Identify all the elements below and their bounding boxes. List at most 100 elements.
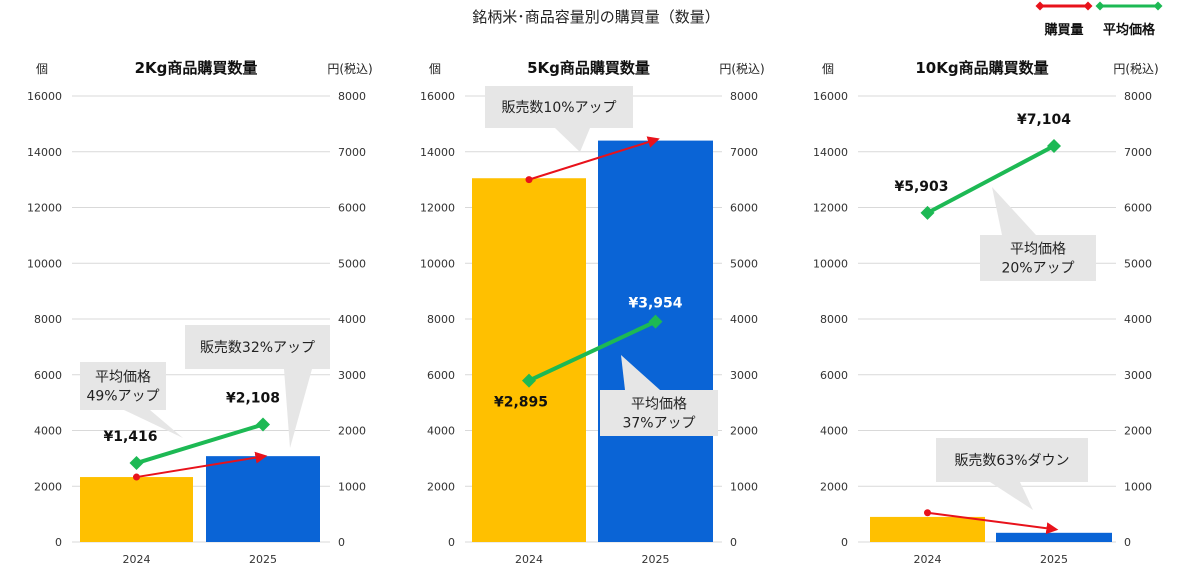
- callout-tail: [284, 369, 312, 448]
- callout-tail: [555, 128, 590, 152]
- y2-tick-label: 4000: [1124, 313, 1152, 326]
- y2-tick-label: 3000: [338, 369, 366, 382]
- y-tick-label: 12000: [420, 202, 455, 215]
- legend-marker-1-start: [1035, 1, 1045, 11]
- y-axis-unit: 個: [429, 62, 441, 76]
- callout-text: 販売数63%ダウン: [954, 453, 1069, 469]
- y2-tick-label: 6000: [338, 202, 366, 215]
- y2-tick-label: 8000: [338, 90, 366, 103]
- callout-text: 49%アップ: [86, 389, 159, 405]
- y-tick-label: 14000: [420, 146, 455, 159]
- y2-tick-label: 0: [1124, 536, 1131, 549]
- price-line: [528, 319, 657, 383]
- y-tick-label: 8000: [820, 313, 848, 326]
- y2-tick-label: 1000: [730, 480, 758, 493]
- y2-tick-label: 5000: [1124, 257, 1152, 270]
- price-point: [648, 314, 663, 329]
- y2-tick-label: 6000: [1124, 202, 1152, 215]
- callout-tail: [990, 482, 1033, 510]
- y2-tick-label: 5000: [338, 257, 366, 270]
- bar-2025: [996, 532, 1112, 542]
- y-tick-label: 0: [448, 536, 455, 549]
- x-tick-label: 2024: [123, 553, 151, 566]
- legend-marker-2-start: [1095, 1, 1105, 11]
- callout-text: 20%アップ: [1001, 261, 1074, 277]
- y-tick-label: 0: [55, 536, 62, 549]
- y-tick-label: 4000: [34, 425, 62, 438]
- y2-tick-label: 8000: [730, 90, 758, 103]
- callout: 販売数63%ダウン: [936, 438, 1088, 510]
- bar-2024: [472, 178, 586, 542]
- y-tick-label: 0: [841, 536, 848, 549]
- callout-box: [185, 325, 330, 369]
- legend-label-2: 平均価格: [1103, 22, 1156, 38]
- y-tick-label: 6000: [427, 369, 455, 382]
- panel-title: 10Kg商品購買数量: [915, 59, 1048, 77]
- price-point: [1047, 138, 1061, 153]
- x-tick-label: 2024: [914, 553, 942, 566]
- x-tick-label: 2024: [515, 553, 543, 566]
- callout-box: [980, 235, 1096, 281]
- y-tick-label: 8000: [34, 313, 62, 326]
- callout-text: 37%アップ: [622, 416, 695, 432]
- y-tick-label: 4000: [820, 425, 848, 438]
- callout-box: [600, 390, 718, 436]
- y2-axis-unit: 円(税込): [719, 62, 764, 76]
- y-tick-label: 16000: [27, 90, 62, 103]
- callout-tail: [124, 410, 183, 438]
- y-tick-label: 14000: [27, 146, 62, 159]
- y2-tick-label: 8000: [1124, 90, 1152, 103]
- price-point: [920, 205, 935, 220]
- x-tick-label: 2025: [1040, 553, 1068, 566]
- y-tick-label: 14000: [813, 146, 848, 159]
- price-label: ¥7,104: [1017, 112, 1071, 128]
- price-point: [522, 373, 536, 388]
- price-line: [135, 422, 264, 465]
- price-label: ¥5,903: [894, 179, 948, 195]
- legend-label-1: 購買量: [1043, 22, 1083, 38]
- y2-tick-label: 7000: [338, 146, 366, 159]
- callout-box: [485, 86, 633, 128]
- y-tick-label: 16000: [420, 90, 455, 103]
- y2-tick-label: 3000: [1124, 369, 1152, 382]
- y2-tick-label: 1000: [338, 480, 366, 493]
- price-label: ¥3,954: [628, 296, 682, 312]
- price-point: [256, 417, 270, 432]
- y2-tick-label: 2000: [1124, 425, 1152, 438]
- callout-box: [80, 362, 166, 410]
- y2-tick-label: 1000: [1124, 480, 1152, 493]
- y-axis-unit: 個: [36, 62, 48, 76]
- bar-2025: [206, 456, 320, 542]
- callout: 平均価格 37%アップ: [600, 355, 718, 436]
- callout: 販売数10%アップ: [485, 86, 633, 152]
- y-tick-label: 6000: [820, 369, 848, 382]
- y2-tick-label: 4000: [338, 313, 366, 326]
- price-point: [129, 456, 144, 471]
- panel-title: 2Kg商品購買数量: [135, 59, 258, 77]
- y-tick-label: 8000: [427, 313, 455, 326]
- y2-axis-unit: 円(税込): [1113, 62, 1158, 76]
- callout-tail: [992, 187, 1036, 235]
- panel-title: 5Kg商品購買数量: [527, 59, 650, 77]
- volume-line: [528, 136, 660, 181]
- callout-text: 販売数10%アップ: [501, 100, 616, 116]
- y-tick-label: 2000: [34, 480, 62, 493]
- y2-tick-label: 0: [338, 536, 345, 549]
- volume-point: [133, 473, 140, 481]
- volume-line: [136, 451, 268, 479]
- y-tick-label: 10000: [813, 257, 848, 270]
- y2-tick-label: 3000: [730, 369, 758, 382]
- y-tick-label: 16000: [813, 90, 848, 103]
- price-line: [926, 144, 1055, 215]
- y-tick-label: 4000: [427, 425, 455, 438]
- y2-tick-label: 2000: [730, 425, 758, 438]
- y2-axis-unit: 円(税込): [327, 62, 372, 76]
- callout-tail: [621, 355, 660, 390]
- callout: 販売数32%アップ: [185, 325, 330, 448]
- y-tick-label: 6000: [34, 369, 62, 382]
- callout-text: 平均価格: [95, 370, 151, 386]
- y-tick-label: 10000: [27, 257, 62, 270]
